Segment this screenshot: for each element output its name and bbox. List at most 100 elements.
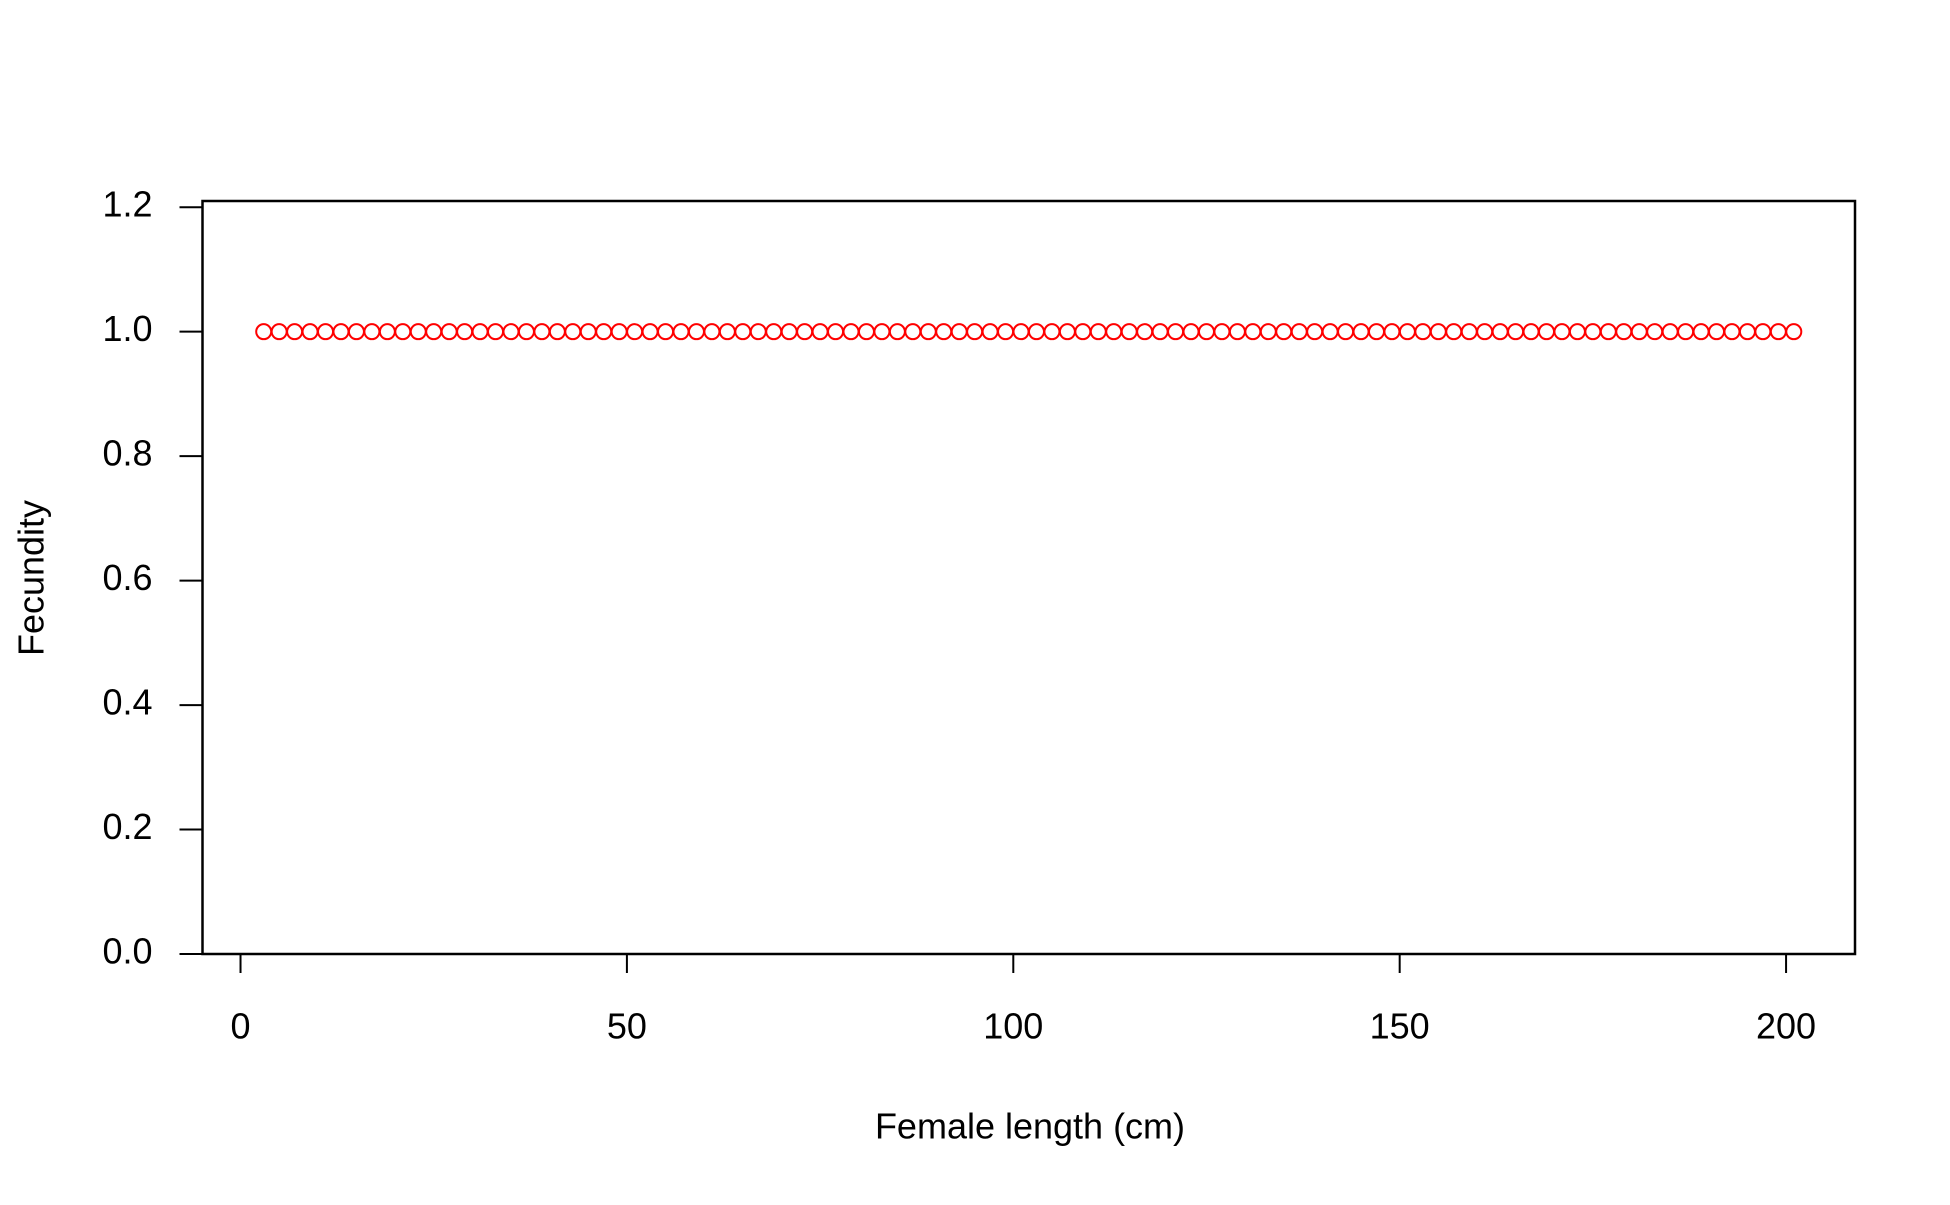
point	[1398, 323, 1416, 341]
point	[456, 323, 474, 341]
point	[1167, 323, 1185, 341]
point	[1429, 323, 1447, 341]
point	[1769, 323, 1787, 341]
point	[425, 323, 443, 341]
point	[1058, 323, 1076, 341]
y-tick-label: 0.8	[102, 433, 152, 474]
point	[1043, 323, 1061, 341]
point	[734, 323, 752, 341]
point	[857, 323, 875, 341]
point	[579, 323, 597, 341]
point	[595, 323, 613, 341]
point	[1074, 323, 1092, 341]
point	[888, 323, 906, 341]
point	[548, 323, 566, 341]
point	[332, 323, 350, 341]
point	[873, 323, 891, 341]
point	[1677, 323, 1695, 341]
point	[487, 323, 505, 341]
point	[811, 323, 829, 341]
point	[1553, 323, 1571, 341]
point	[317, 323, 335, 341]
point	[1367, 323, 1385, 341]
y-axis-label: Fecundity	[11, 500, 52, 656]
point	[672, 323, 690, 341]
point	[1630, 323, 1648, 341]
point	[1491, 323, 1509, 341]
point	[394, 323, 412, 341]
y-tick-label: 1.2	[102, 184, 152, 225]
point	[1337, 323, 1355, 341]
point	[286, 323, 304, 341]
point	[687, 323, 705, 341]
point	[966, 323, 984, 341]
y-tick-label: 0.6	[102, 557, 152, 598]
point	[1089, 323, 1107, 341]
x-axis-label: Female length (cm)	[875, 1106, 1185, 1147]
point	[1012, 323, 1030, 341]
point	[1414, 323, 1432, 341]
point	[1321, 323, 1339, 341]
x-tick-label: 150	[1370, 1006, 1430, 1047]
point	[1244, 323, 1262, 341]
point	[378, 323, 396, 341]
x-tick-label: 50	[607, 1006, 647, 1047]
point	[626, 323, 644, 341]
point	[641, 323, 659, 341]
x-tick-label: 0	[231, 1006, 251, 1047]
point	[1738, 323, 1756, 341]
point	[935, 323, 953, 341]
point	[1646, 323, 1664, 341]
y-tick-label: 0.2	[102, 806, 152, 847]
point	[440, 323, 458, 341]
point	[1027, 323, 1045, 341]
point	[919, 323, 937, 341]
point	[657, 323, 675, 341]
point	[1445, 323, 1463, 341]
point	[1460, 323, 1478, 341]
point	[1522, 323, 1540, 341]
point	[765, 323, 783, 341]
point	[796, 323, 814, 341]
point	[1213, 323, 1231, 341]
point	[981, 323, 999, 341]
y-tick-label: 0.0	[102, 931, 152, 972]
point	[1383, 323, 1401, 341]
point	[1754, 323, 1772, 341]
point	[471, 323, 489, 341]
point	[1105, 323, 1123, 341]
point	[1197, 323, 1215, 341]
point	[1708, 323, 1726, 341]
point	[564, 323, 582, 341]
x-tick-label: 100	[983, 1006, 1043, 1047]
point	[1599, 323, 1617, 341]
point	[1352, 323, 1370, 341]
point	[703, 323, 721, 341]
point	[517, 323, 535, 341]
point	[1120, 323, 1138, 341]
point	[1306, 323, 1324, 341]
point	[270, 323, 288, 341]
point	[347, 323, 365, 341]
plot-frame	[201, 199, 1857, 956]
point	[1182, 323, 1200, 341]
point	[1151, 323, 1169, 341]
point	[1259, 323, 1277, 341]
point	[1538, 323, 1556, 341]
point	[1615, 323, 1633, 341]
point	[1476, 323, 1494, 341]
point	[363, 323, 381, 341]
point	[1275, 323, 1293, 341]
point	[1568, 323, 1586, 341]
point	[780, 323, 798, 341]
point	[1692, 323, 1710, 341]
point	[718, 323, 736, 341]
point	[1661, 323, 1679, 341]
point	[1723, 323, 1741, 341]
point	[1584, 323, 1602, 341]
point	[1785, 323, 1803, 341]
point	[255, 323, 273, 341]
point	[533, 323, 551, 341]
point	[1228, 323, 1246, 341]
